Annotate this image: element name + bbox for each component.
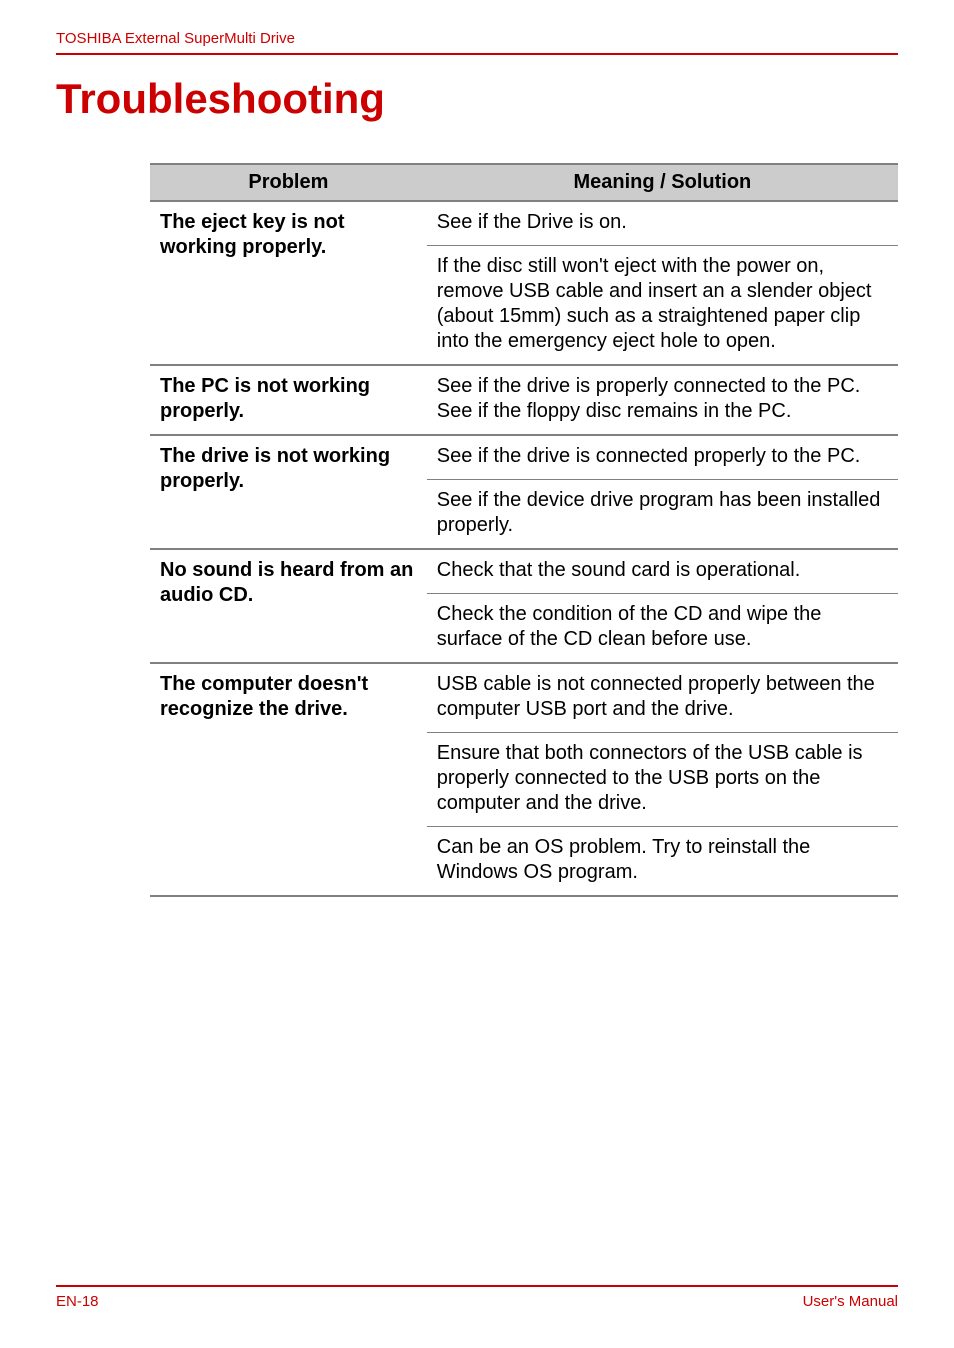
- problem-cell: The PC is not working properly.: [150, 365, 427, 435]
- solution-cell: See if the drive is connected properly t…: [427, 435, 898, 480]
- footer-manual-label: User's Manual: [803, 1293, 898, 1310]
- solution-cell: If the disc still won't eject with the p…: [427, 246, 898, 366]
- table-header-row: Problem Meaning / Solution: [150, 164, 898, 201]
- solution-cell: Ensure that both connectors of the USB c…: [427, 733, 898, 827]
- table-row: The PC is not working properly.See if th…: [150, 365, 898, 435]
- table-body: The eject key is not working properly.Se…: [150, 201, 898, 896]
- solution-cell: See if the Drive is on.: [427, 201, 898, 246]
- table-row: The drive is not working properly.See if…: [150, 435, 898, 480]
- page-title: Troubleshooting: [56, 75, 898, 123]
- page: TOSHIBA External SuperMulti Drive Troubl…: [0, 0, 954, 1348]
- problem-cell: The eject key is not working properly.: [150, 201, 427, 365]
- table-row: The computer doesn't recognize the drive…: [150, 663, 898, 733]
- col-header-problem: Problem: [150, 164, 427, 201]
- problem-cell: The computer doesn't recognize the drive…: [150, 663, 427, 896]
- running-header: TOSHIBA External SuperMulti Drive: [56, 30, 898, 55]
- solution-cell: Can be an OS problem. Try to reinstall t…: [427, 827, 898, 897]
- troubleshooting-table-wrap: Problem Meaning / Solution The eject key…: [150, 163, 898, 897]
- solution-cell: USB cable is not connected properly betw…: [427, 663, 898, 733]
- solution-cell: Check the condition of the CD and wipe t…: [427, 594, 898, 664]
- solution-cell: See if the drive is properly connected t…: [427, 365, 898, 435]
- col-header-solution: Meaning / Solution: [427, 164, 898, 201]
- solution-cell: Check that the sound card is operational…: [427, 549, 898, 594]
- footer-page-number: EN-18: [56, 1293, 99, 1310]
- table-row: No sound is heard from an audio CD.Check…: [150, 549, 898, 594]
- problem-cell: The drive is not working properly.: [150, 435, 427, 549]
- problem-cell: No sound is heard from an audio CD.: [150, 549, 427, 663]
- solution-cell: See if the device drive program has been…: [427, 480, 898, 550]
- troubleshooting-table: Problem Meaning / Solution The eject key…: [150, 163, 898, 897]
- table-row: The eject key is not working properly.Se…: [150, 201, 898, 246]
- page-footer: EN-18 User's Manual: [56, 1285, 898, 1310]
